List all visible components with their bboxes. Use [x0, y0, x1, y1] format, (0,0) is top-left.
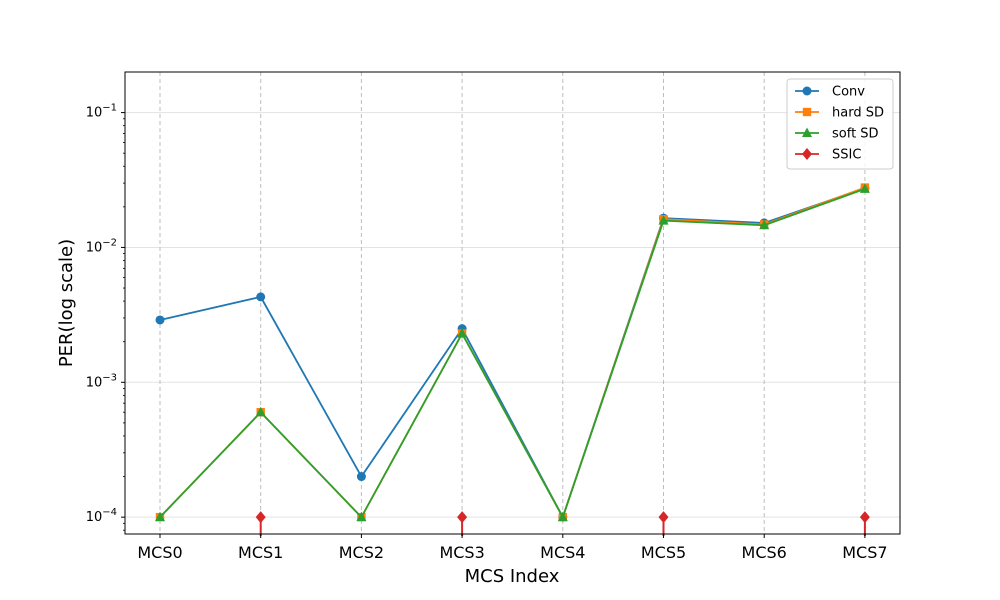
x-tick-label: MCS4	[540, 543, 585, 562]
series-conv	[155, 183, 870, 522]
y-tick-label: 10−1	[86, 103, 117, 121]
legend-marker	[802, 148, 812, 160]
x-tick-label: MCS1	[238, 543, 283, 562]
x-tick-label: MCS6	[742, 543, 787, 562]
legend-label: hard SD	[832, 106, 884, 121]
legend-label: SSIC	[832, 148, 861, 163]
series-hard-sd	[155, 183, 870, 522]
series-line	[159, 187, 866, 519]
legend-marker	[802, 86, 812, 96]
data-point	[256, 292, 266, 302]
ssic-point	[457, 511, 468, 524]
data-point	[457, 328, 468, 338]
grid	[125, 72, 900, 534]
legend-marker	[802, 127, 812, 137]
series-soft-sd	[155, 183, 870, 522]
data-point	[255, 406, 266, 417]
x-tick-label: MCS5	[641, 543, 686, 562]
x-tick-label: MCS7	[842, 543, 887, 562]
ssic-point	[255, 511, 266, 524]
x-axis-label: MCS Index	[465, 566, 560, 587]
x-tick-label: MCS0	[137, 543, 182, 562]
axes: 10−4 10−3 10−2 10−1 MCS0 MCS1 MCS2 MCS3 MCS4 MCS5…	[86, 103, 888, 562]
legend-marker	[802, 107, 812, 117]
data-point	[356, 472, 366, 482]
series-ssic	[255, 511, 870, 536]
data-point	[557, 511, 568, 522]
legend: Conv hard SD soft SD SSIC	[786, 78, 894, 170]
data-point	[356, 511, 367, 522]
y-tick-label: 10−3	[86, 372, 117, 390]
ssic-point	[859, 511, 870, 524]
legend-box	[786, 78, 894, 170]
series-line	[159, 186, 866, 519]
plot-area-frame	[124, 71, 901, 535]
y-tick-label: 10−2	[86, 237, 117, 255]
ssic-point	[658, 511, 669, 524]
data-point	[155, 511, 165, 522]
series-layer	[155, 183, 870, 536]
legend-label: Conv	[832, 85, 865, 100]
data-point	[658, 215, 669, 225]
y-tick-label: 10−4	[86, 507, 117, 525]
data-point	[759, 219, 770, 230]
legend-label: soft SD	[832, 127, 879, 142]
y-axis-label: PER(log scale)	[56, 239, 77, 367]
x-tick-label: MCS3	[439, 543, 484, 562]
x-tick-label: MCS2	[339, 543, 384, 562]
data-point	[155, 315, 165, 325]
data-point	[859, 183, 870, 193]
series-line	[159, 187, 866, 519]
